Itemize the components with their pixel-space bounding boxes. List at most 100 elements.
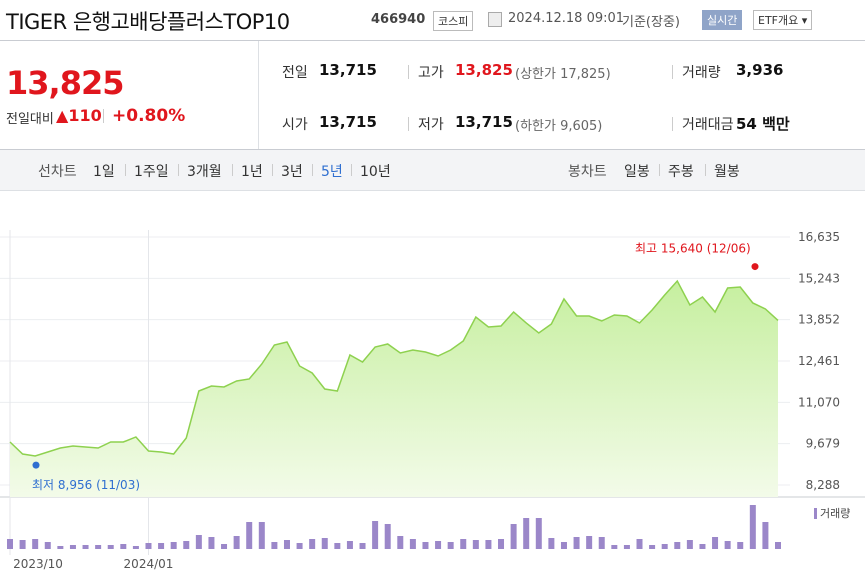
divider [312, 164, 313, 176]
tab[interactable]: 10년 [360, 164, 391, 180]
volume-bar [221, 544, 228, 549]
y-tick-label: 16,635 [798, 230, 840, 244]
tab-label: 봉차트 [568, 164, 607, 180]
volume-bar [258, 522, 265, 549]
legend-label: 거래량 [820, 507, 850, 520]
volume-bar [69, 545, 76, 549]
divider [125, 164, 126, 176]
tab[interactable]: 1주일 [134, 164, 169, 180]
tab[interactable]: 5년 [321, 164, 343, 180]
divider [351, 164, 352, 176]
basis: 기준(장중) [622, 15, 680, 30]
divider [272, 164, 273, 176]
calendar-icon [488, 12, 502, 27]
x-tick-label: 2024/01 [124, 557, 174, 571]
item-value: 13,715 [455, 113, 513, 131]
volume-bar [107, 545, 114, 549]
volume-bar [7, 539, 13, 549]
volume-bar [283, 540, 290, 549]
tab[interactable]: 일봉 [624, 164, 650, 180]
y-tick-label: 15,243 [798, 271, 840, 285]
volume-bar [57, 546, 64, 549]
y-tick-label: 11,070 [798, 395, 840, 409]
change: ▲110 [56, 106, 102, 125]
tab[interactable]: 주봉 [668, 164, 694, 180]
volume-bar [359, 543, 366, 549]
item-label: 전일 [282, 65, 308, 81]
volume-bar [44, 542, 51, 549]
item-label: 고가 [418, 65, 444, 81]
item-note: (상한가 17,825) [515, 67, 611, 82]
up-arrow: ▲ [56, 106, 69, 125]
volume-bar [132, 546, 139, 549]
area [10, 281, 778, 497]
item-value: 13,825 [455, 61, 513, 79]
y-tick-label: 8,288 [806, 478, 840, 492]
volume-bar [120, 544, 127, 549]
volume-bar [523, 518, 530, 549]
volume-bar [170, 542, 177, 549]
x-tick-label: 2023/10 [13, 557, 63, 571]
item-value: 3,936 [736, 61, 784, 79]
volume-bar [724, 541, 731, 549]
volume-bar [548, 538, 555, 549]
item-label: 저가 [418, 117, 444, 133]
volume-bar [573, 537, 580, 549]
item-label: 시가 [282, 117, 308, 133]
volume-bar [762, 522, 769, 549]
divider [672, 117, 673, 131]
y-tick-label: 12,461 [798, 354, 840, 368]
tab[interactable]: 1일 [93, 164, 115, 180]
volume-bar [472, 540, 479, 549]
annotation-label: 최고 15,640 (12/06) [635, 242, 751, 256]
volume-bar [208, 537, 215, 549]
volume-bar [334, 543, 341, 549]
etf-overview-button[interactable]: ETF개요 ▾ [753, 10, 813, 30]
volume-bar [586, 536, 593, 549]
volume-bar [535, 518, 542, 549]
volume-bar [82, 545, 89, 549]
volume-bar [195, 535, 202, 549]
divider [408, 117, 409, 131]
realtime-button[interactable]: 실시간 [702, 10, 743, 30]
item-value: 13,715 [319, 113, 377, 131]
label: ETF개요 [758, 14, 799, 27]
volume-bar [447, 542, 454, 549]
volume-bar [498, 539, 505, 549]
tab[interactable]: 1년 [241, 164, 263, 180]
tab[interactable]: 월봉 [714, 164, 740, 180]
volume-bar [611, 545, 618, 549]
volume-bar [435, 541, 442, 549]
volume-bar [674, 542, 681, 549]
divider [705, 164, 706, 176]
volume-bar [712, 537, 719, 549]
volume-bar [32, 539, 39, 549]
volume-bar [409, 539, 416, 549]
tab[interactable]: 3년 [281, 164, 303, 180]
price: 13,825 [6, 64, 124, 102]
volume-bar [775, 542, 781, 549]
volume-bar [510, 524, 517, 549]
market-badge: 코스피 [433, 11, 474, 31]
volume-bar [686, 540, 693, 549]
tab[interactable]: 3개월 [187, 164, 222, 180]
volume-bar [145, 543, 152, 549]
volume-bar [246, 522, 253, 549]
annotation-label: 최저 8,956 (11/03) [32, 478, 140, 492]
volume-bar [560, 542, 567, 549]
divider [232, 164, 233, 176]
volume-bar [598, 537, 605, 549]
item-note: (하한가 9,605) [515, 119, 603, 134]
title: TIGER 은행고배당플러스TOP10 [6, 10, 290, 34]
header [0, 0, 865, 41]
legend-swatch [814, 508, 817, 519]
divider [103, 109, 104, 123]
item-value: 13,715 [319, 61, 377, 79]
tab-bar [0, 150, 865, 191]
volume-bar [233, 536, 240, 549]
item-label: 거래량 [682, 65, 721, 81]
volume-bar [321, 538, 328, 549]
divider [258, 41, 259, 149]
y-tick-label: 13,852 [798, 313, 840, 327]
